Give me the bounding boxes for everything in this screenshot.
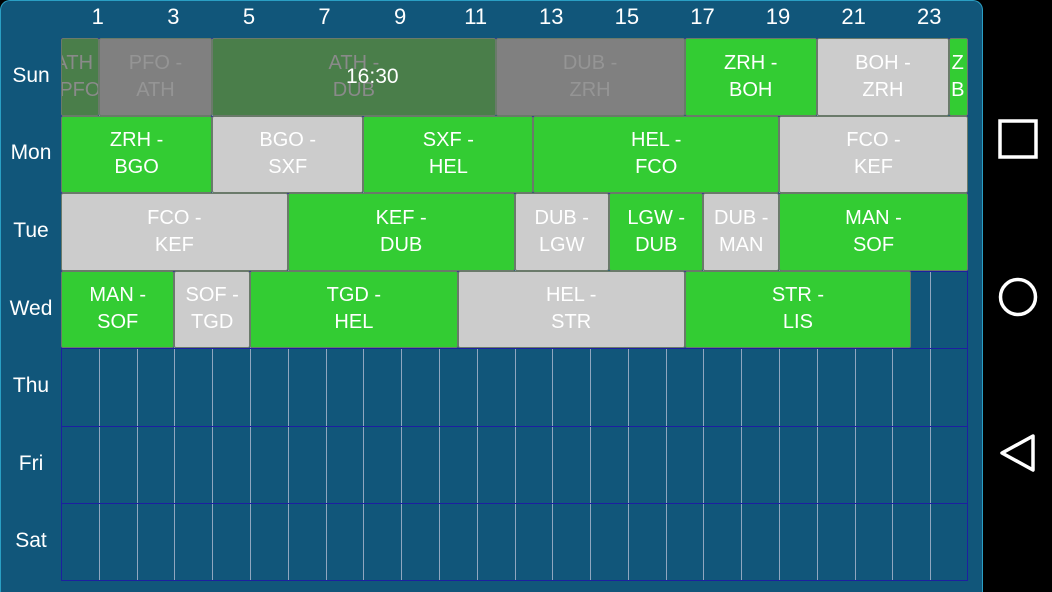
recents-square-icon[interactable] [998, 119, 1038, 159]
flight-block[interactable]: SXF - HEL [363, 115, 534, 194]
home-circle-icon[interactable] [998, 277, 1038, 317]
flight-block[interactable]: BGO - SXF [212, 115, 364, 194]
hour-label: 3 [167, 4, 180, 29]
flight-block[interactable]: MAN - SOF [61, 270, 175, 349]
hour-label: 23 [916, 4, 942, 29]
hour-label: 17 [690, 4, 715, 29]
current-time-label: 16:30 [346, 65, 399, 88]
hour-label: 7 [318, 4, 331, 29]
flight-block[interactable]: MAN - SOF [779, 193, 968, 271]
day-label-thu: Thu [12, 374, 50, 398]
day-label-tue: Tue [13, 218, 49, 242]
flight-block[interactable]: STR - LIS [684, 270, 912, 349]
day-divider [62, 425, 967, 427]
flight-block[interactable]: ZRH - BOH [684, 38, 817, 116]
flight-block[interactable]: FCO - KEF [779, 115, 968, 194]
back-triangle-icon[interactable] [998, 433, 1038, 473]
flight-block[interactable]: PFO - ATH [98, 38, 213, 116]
hour-label: 19 [765, 4, 791, 29]
hour-label: 5 [242, 4, 256, 29]
flight-block[interactable]: ZRH - BGO [61, 115, 213, 194]
day-label-sun: Sun [12, 63, 50, 87]
flight-block[interactable]: DUB - ZRH [495, 38, 685, 116]
day-divider [62, 348, 967, 350]
day-label-mon: Mon [10, 141, 52, 165]
hour-gridline [930, 39, 932, 580]
flight-block[interactable]: BOH - ZRH [816, 38, 950, 116]
flight-block[interactable]: Z B [949, 38, 968, 116]
flight-block[interactable]: DUB - LGW [514, 193, 609, 271]
day-label-sat: Sat [15, 529, 47, 553]
hour-label: 13 [539, 4, 564, 29]
flight-block[interactable]: TGD - HEL [249, 270, 458, 349]
flight-block[interactable]: HEL - STR [457, 270, 685, 349]
android-nav-bar [983, 0, 1052, 592]
hour-label: 1 [91, 4, 104, 29]
hour-label: 15 [614, 4, 640, 29]
day-divider [62, 503, 967, 505]
hour-label: 11 [464, 4, 488, 29]
flight-block[interactable]: FCO - KEF [61, 193, 288, 271]
day-label-wed: Wed [9, 296, 53, 320]
hour-label: 21 [841, 4, 866, 29]
flight-block[interactable]: LGW - DUB [608, 193, 704, 271]
schedule-app: 1 3 5 7 9 11 13 15 17 19 21 23 Sun Mon Tue Wed Thu Fri Sa… [0, 0, 983, 592]
flight-block[interactable]: ATH - PFO [61, 38, 99, 116]
flight-block[interactable]: KEF - DUB [287, 193, 515, 271]
flight-block[interactable]: HEL - FCO [533, 115, 780, 194]
flight-block[interactable]: SOF - TGD [174, 270, 250, 349]
flight-block[interactable]: DUB - MAN [703, 193, 780, 271]
hour-label: 9 [394, 4, 407, 29]
flight-block[interactable]: ATH - DUB [212, 38, 496, 116]
day-label-fri: Fri [18, 451, 44, 475]
